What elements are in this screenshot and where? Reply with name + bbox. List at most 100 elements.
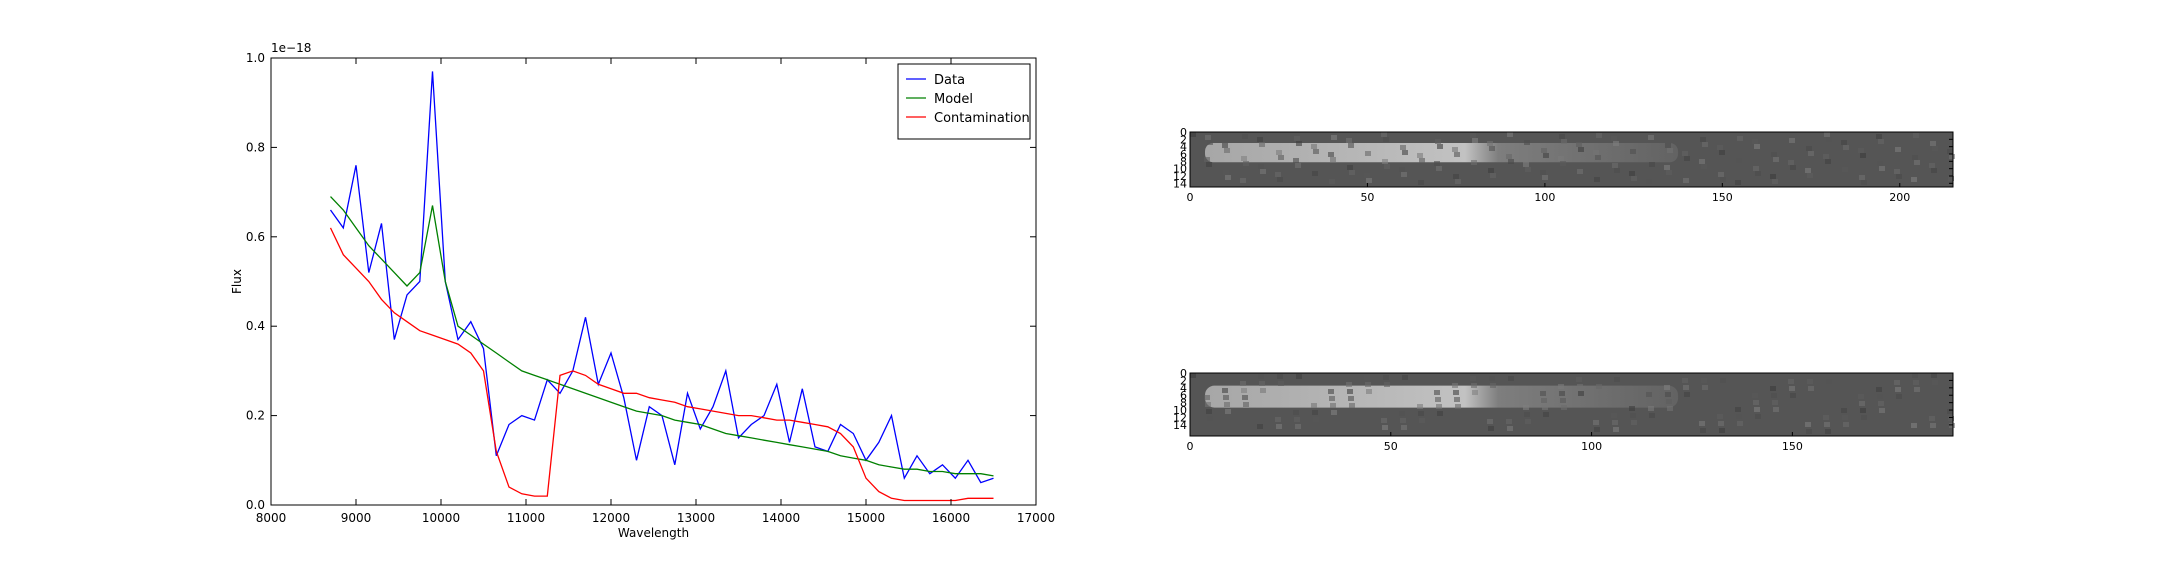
image-noise (1455, 404, 1461, 409)
image-noise (1772, 400, 1778, 405)
image-noise (1841, 408, 1847, 413)
image-noise (1401, 425, 1407, 430)
image-noise (1753, 166, 1759, 171)
image-noise (1664, 385, 1670, 390)
image-noise (1295, 163, 1301, 168)
image-noise (1807, 173, 1813, 178)
image-noise (1259, 142, 1265, 147)
image-noise (1561, 405, 1567, 410)
image-noise (1241, 156, 1247, 161)
image-noise (1932, 146, 1938, 151)
image-noise (1896, 174, 1902, 179)
image-noise (1860, 408, 1866, 413)
image-noise (1770, 386, 1776, 391)
image-noise (1790, 165, 1796, 170)
x-tick-label: 50 (1384, 440, 1398, 453)
image-noise (1400, 145, 1406, 150)
image-noise (1207, 416, 1213, 421)
y-tick-label: 0.6 (246, 230, 265, 244)
x-axis-label: Wavelength (618, 526, 689, 540)
image-noise (1805, 422, 1811, 427)
image-noise (1560, 161, 1566, 166)
image-noise (1596, 384, 1602, 389)
image-noise (1947, 149, 1953, 154)
image-noise (1929, 163, 1935, 168)
y-tick-label: 14 (1173, 177, 1187, 190)
y-tick-label: 0.8 (246, 140, 265, 154)
image-noise (1523, 162, 1529, 167)
image-noise (1949, 423, 1955, 428)
image-noise (1913, 133, 1919, 138)
image-noise (1649, 162, 1655, 167)
image-noise (1258, 164, 1264, 169)
image-noise (1699, 421, 1705, 426)
image-noise (1257, 137, 1263, 142)
image-noise (1241, 388, 1247, 393)
image-noise (1593, 150, 1599, 155)
image-noise (1225, 175, 1231, 180)
image-frame (1189, 372, 1954, 437)
image-noise (1454, 152, 1460, 157)
image-noise (1699, 159, 1705, 164)
image-noise (1613, 141, 1619, 146)
image-noise (1860, 153, 1866, 158)
image-noise (1647, 399, 1653, 404)
image-noise (1824, 422, 1830, 427)
image-noise (1328, 152, 1334, 157)
image-noise (1295, 424, 1301, 429)
image-noise (1596, 133, 1602, 138)
image-noise (1914, 160, 1920, 165)
image-noise (1418, 180, 1424, 185)
y-tick-label: 8 (1180, 155, 1187, 168)
y-tick-label: 12 (1173, 170, 1187, 183)
image-noise (1629, 406, 1635, 411)
image-noise (1330, 157, 1336, 162)
y-tick-label: 0.0 (246, 498, 265, 512)
image-noise (1932, 380, 1938, 385)
image-noise (1878, 139, 1884, 144)
image-noise (1683, 178, 1689, 183)
image-noise (1540, 170, 1546, 175)
image-noise (1702, 385, 1708, 390)
image-noise (1700, 428, 1706, 433)
series-line (329, 227, 994, 502)
image-noise (1542, 175, 1548, 180)
image-noise (1488, 168, 1494, 173)
image-noise (1418, 411, 1424, 416)
y-tick-label: 14 (1173, 419, 1187, 432)
image-noise (1561, 139, 1567, 144)
image-noise (1595, 377, 1601, 382)
image-noise (1929, 416, 1935, 421)
image-noise (1278, 155, 1284, 160)
legend-box (897, 63, 1031, 140)
image-noise (1383, 137, 1389, 142)
image-noise (1646, 179, 1652, 184)
image-noise (1861, 415, 1867, 420)
image-noise (1260, 169, 1266, 174)
image-noise (1611, 136, 1617, 141)
image-noise (1452, 147, 1458, 152)
image-noise (1753, 400, 1759, 405)
image-noise (1826, 137, 1832, 142)
image-noise (1859, 175, 1865, 180)
image-noise (1806, 146, 1812, 151)
image-noise (1331, 410, 1337, 415)
image-noise (1700, 137, 1706, 142)
image-noise (1382, 159, 1388, 164)
x-tick-label: 50 (1360, 191, 1374, 204)
image-noise (1717, 145, 1723, 150)
image-noise (1454, 397, 1460, 402)
image-noise (1259, 381, 1265, 386)
image-noise (1805, 168, 1811, 173)
image-noise (1842, 167, 1848, 172)
image-noise (1381, 132, 1387, 137)
image-noise (1876, 134, 1882, 139)
image-noise (1614, 377, 1620, 382)
image-noise (1455, 179, 1461, 184)
image-noise (1436, 404, 1442, 409)
image-noise (1666, 399, 1672, 404)
image-noise (1702, 142, 1708, 147)
image-noise (1472, 138, 1478, 143)
x-tick-label: 9000 (341, 511, 372, 525)
image-noise (1242, 395, 1248, 400)
